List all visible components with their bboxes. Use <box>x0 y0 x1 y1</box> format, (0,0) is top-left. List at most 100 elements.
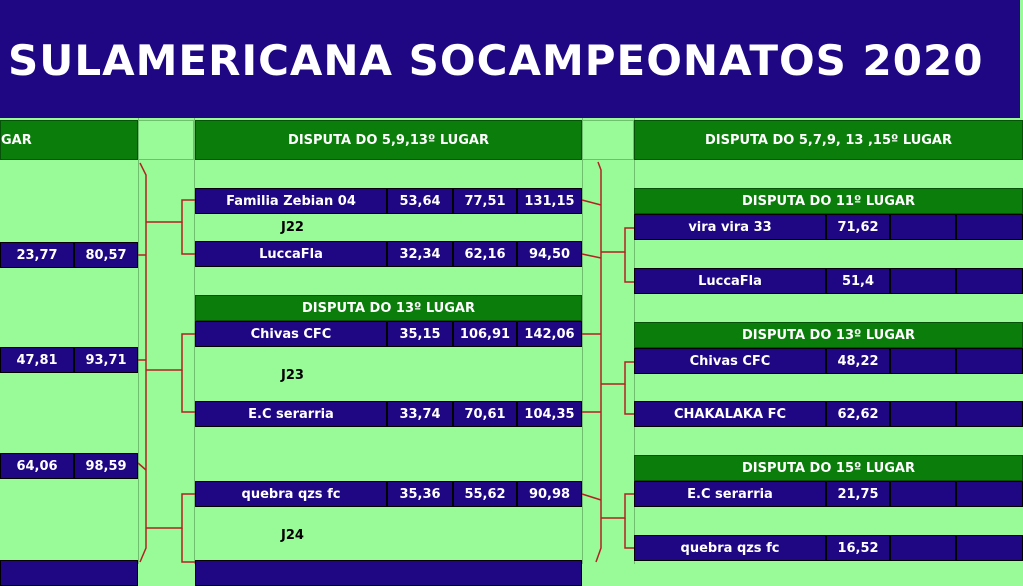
team-name: E.C serarria <box>634 481 826 507</box>
left-score-a: 64,06 <box>0 453 74 479</box>
group-header-label: DISPUTA DO 11º LUGAR <box>742 193 915 209</box>
score-total: 142,06 <box>517 321 582 347</box>
bracket-connector <box>624 518 634 549</box>
score-2: 70,61 <box>453 401 517 427</box>
score-1: 35,36 <box>387 481 453 507</box>
empty-cell <box>956 348 1023 374</box>
team-score: 71,62 <box>826 214 890 240</box>
match-team-row: Familia Zebian 04 53,64 77,51 131,15 <box>195 188 582 214</box>
spacer-header <box>138 120 194 160</box>
empty-cell <box>956 481 1023 507</box>
match-team-row: E.C serarria 33,74 70,61 104,35 <box>195 401 582 427</box>
team-name: LuccaFla <box>195 241 387 267</box>
team-name: quebra qzs fc <box>634 535 826 561</box>
group-header: DISPUTA DO 13º LUGAR <box>195 295 582 321</box>
team-name: Chivas CFC <box>634 348 826 374</box>
group-team-row: quebra qzs fc 16,52 <box>634 535 1023 561</box>
match-team-row: Chivas CFC 35,15 106,91 142,06 <box>195 321 582 347</box>
bracket-connector <box>581 493 602 501</box>
bracket-connector <box>601 361 634 385</box>
score-total: 90,98 <box>517 481 582 507</box>
empty-cell <box>890 348 956 374</box>
left-column-header: GAR <box>0 120 138 160</box>
group-team-row: E.C serarria 21,75 <box>634 481 1023 507</box>
team-name: vira vira 33 <box>634 214 826 240</box>
page-title: SULAMERICANA SOCAMPEONATOS 2020 <box>8 36 984 85</box>
spacer-header <box>582 120 634 160</box>
score-2: 55,62 <box>453 481 517 507</box>
score-1: 32,34 <box>387 241 453 267</box>
bracket-connector <box>581 253 602 259</box>
empty-cell <box>890 535 956 561</box>
left-score-a: 47,81 <box>0 347 74 373</box>
score-total: 131,15 <box>517 188 582 214</box>
team-score: 21,75 <box>826 481 890 507</box>
bracket-connector <box>624 384 634 415</box>
group-header-label: DISPUTA DO 13º LUGAR <box>302 300 475 316</box>
empty-cell <box>956 268 1023 294</box>
right-column-header: DISPUTA DO 5,7,9, 13 ,15º LUGAR <box>634 120 1023 160</box>
bracket-connector <box>624 252 634 283</box>
group-team-row: vira vira 33 71,62 <box>634 214 1023 240</box>
bracket-connector <box>139 162 147 563</box>
bracket-connector <box>581 199 602 206</box>
score-1: 33,74 <box>387 401 453 427</box>
bracket-connector <box>146 493 196 529</box>
middle-column-header-label: DISPUTA DO 5,9,13º LUGAR <box>288 132 489 148</box>
bracket-connector <box>146 333 196 371</box>
team-name: quebra qzs fc <box>195 481 387 507</box>
team-score: 16,52 <box>826 535 890 561</box>
bracket-connector <box>601 493 634 519</box>
score-2: 62,16 <box>453 241 517 267</box>
group-header-label: DISPUTA DO 15º LUGAR <box>742 460 915 476</box>
left-column-header-label: GAR <box>1 132 32 148</box>
score-total: 94,50 <box>517 241 582 267</box>
empty-cell <box>890 268 956 294</box>
team-name: CHAKALAKA FC <box>634 401 826 427</box>
bracket-connector <box>595 161 602 563</box>
match-label: J23 <box>281 368 304 383</box>
grid-line <box>582 118 583 564</box>
empty-cell <box>956 401 1023 427</box>
bracket-connector <box>601 227 634 253</box>
left-score-b: 98,59 <box>74 453 138 479</box>
left-score-row: 64,06 98,59 <box>0 453 138 479</box>
team-name: LuccaFla <box>634 268 826 294</box>
empty-cell <box>890 214 956 240</box>
title-banner: SULAMERICANA SOCAMPEONATOS 2020 <box>0 0 1020 118</box>
middle-column-header: DISPUTA DO 5,9,13º LUGAR <box>195 120 582 160</box>
team-name: Familia Zebian 04 <box>195 188 387 214</box>
group-team-row: CHAKALAKA FC 62,62 <box>634 401 1023 427</box>
score-2: 77,51 <box>453 188 517 214</box>
bracket-connector <box>146 199 196 223</box>
empty-cell <box>890 481 956 507</box>
team-score: 48,22 <box>826 348 890 374</box>
team-score: 51,4 <box>826 268 890 294</box>
match-label: J22 <box>281 220 304 235</box>
team-score: 62,62 <box>826 401 890 427</box>
group-team-row: Chivas CFC 48,22 <box>634 348 1023 374</box>
bracket-connector <box>137 462 147 471</box>
left-score-a: 23,77 <box>0 242 74 268</box>
left-score-b: 93,71 <box>74 347 138 373</box>
score-1: 53,64 <box>387 188 453 214</box>
group-header-label: DISPUTA DO 13º LUGAR <box>742 327 915 343</box>
group-header: DISPUTA DO 15º LUGAR <box>634 455 1023 481</box>
team-name: Chivas CFC <box>195 321 387 347</box>
match-team-row: LuccaFla 32,34 62,16 94,50 <box>195 241 582 267</box>
match-team-row: quebra qzs fc 35,36 55,62 90,98 <box>195 481 582 507</box>
score-1: 35,15 <box>387 321 453 347</box>
left-score-row: 47,81 93,71 <box>0 347 138 373</box>
group-team-row: LuccaFla 51,4 <box>634 268 1023 294</box>
empty-cell <box>956 214 1023 240</box>
empty-cell <box>956 535 1023 561</box>
match-label: J24 <box>281 528 304 543</box>
left-score-b: 80,57 <box>74 242 138 268</box>
score-total: 104,35 <box>517 401 582 427</box>
right-column-header-label: DISPUTA DO 5,7,9, 13 ,15º LUGAR <box>705 132 952 148</box>
group-header: DISPUTA DO 13º LUGAR <box>634 322 1023 348</box>
group-header: DISPUTA DO 11º LUGAR <box>634 188 1023 214</box>
score-2: 106,91 <box>453 321 517 347</box>
team-name: E.C serarria <box>195 401 387 427</box>
empty-cell <box>890 401 956 427</box>
